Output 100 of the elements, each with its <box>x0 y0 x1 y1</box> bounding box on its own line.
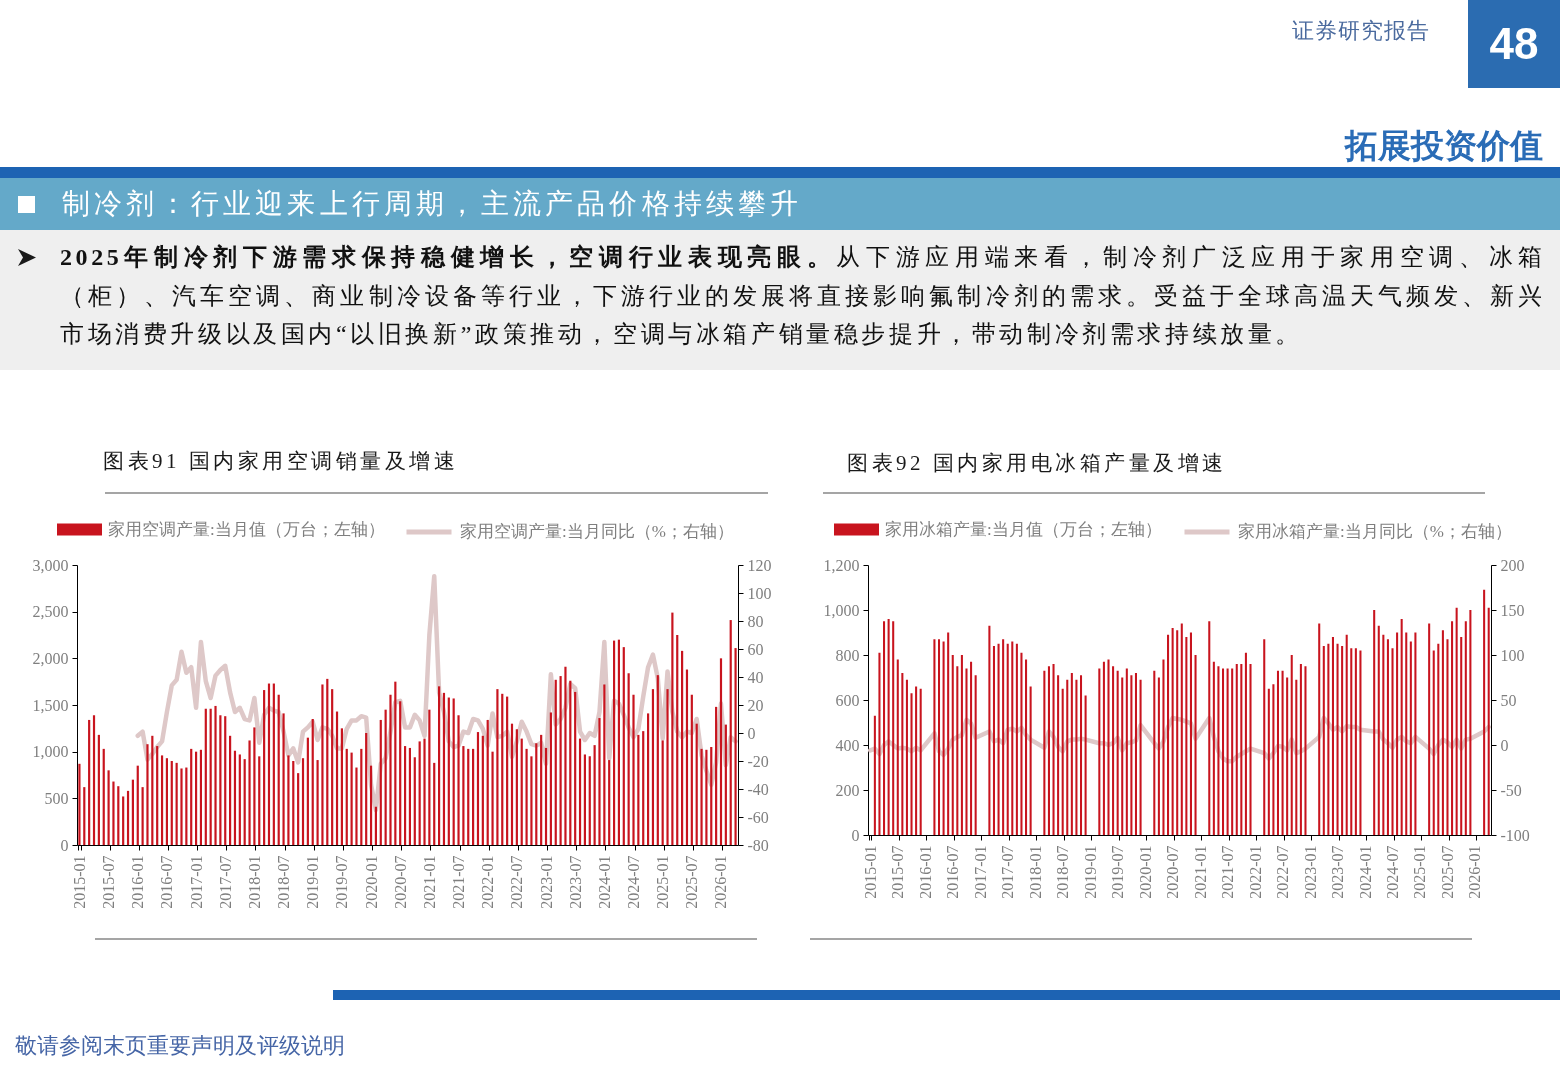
bar <box>734 648 737 845</box>
bar <box>170 761 173 845</box>
bar <box>369 765 373 845</box>
y2-tick-label: -20 <box>747 752 769 770</box>
legend-label: 家用冰箱产量:当月同比（%；右轴） <box>1238 522 1512 541</box>
bar <box>1276 670 1280 835</box>
x-tick-label: 2024-07 <box>1384 845 1402 899</box>
bar <box>598 718 601 845</box>
bar <box>447 697 450 845</box>
bar <box>1451 621 1454 835</box>
legend-label: 家用空调产量:当月值（万台；左轴） <box>108 519 385 539</box>
bar <box>316 760 319 845</box>
bar <box>1079 675 1083 835</box>
bar <box>642 731 645 845</box>
bar <box>1409 641 1412 835</box>
bar <box>1217 666 1220 835</box>
bar <box>1006 643 1009 835</box>
bar <box>549 712 552 845</box>
bar <box>1167 634 1170 835</box>
bar <box>428 709 431 845</box>
bar <box>883 621 886 835</box>
y2-tick-label: 60 <box>747 640 764 658</box>
x-tick-label: 2021-07 <box>1219 845 1237 899</box>
bar <box>418 741 421 845</box>
bar <box>413 757 416 845</box>
bar <box>896 659 899 835</box>
bar <box>263 690 266 845</box>
bar <box>1359 650 1362 835</box>
bar <box>933 639 936 835</box>
bar <box>593 745 596 845</box>
bar <box>146 744 149 845</box>
bar <box>724 724 727 845</box>
bar <box>175 762 178 845</box>
bar <box>905 679 908 835</box>
bar <box>1295 679 1298 835</box>
bar <box>1235 664 1238 835</box>
bar <box>297 773 300 845</box>
bar <box>141 787 144 845</box>
bar <box>1139 679 1142 835</box>
bar <box>1487 607 1490 835</box>
bar <box>1025 659 1028 835</box>
bar <box>102 748 105 845</box>
bar <box>1432 650 1435 835</box>
x-tick-label: 2015-07 <box>100 855 118 909</box>
bar <box>277 694 280 845</box>
bar <box>1084 695 1087 835</box>
x-tick-label: 2018-01 <box>1026 845 1044 899</box>
y2-tick-label: 0 <box>1500 736 1509 754</box>
bar <box>1350 648 1353 835</box>
bar <box>1208 621 1211 835</box>
x-tick-label: 2019-01 <box>1081 845 1099 899</box>
y2-tick-label: -40 <box>747 780 769 798</box>
chart-title: 图表91 国内家用空调销量及增速 <box>103 449 459 473</box>
bar <box>374 806 377 845</box>
bar <box>569 680 572 845</box>
bar <box>452 698 455 845</box>
bar <box>1460 637 1463 835</box>
bar <box>1318 623 1321 835</box>
bar <box>947 632 950 835</box>
bar <box>423 738 426 845</box>
x-tick-label: 2017-01 <box>971 845 989 899</box>
bar <box>399 701 402 845</box>
bar <box>1281 670 1284 835</box>
bar <box>1176 630 1179 835</box>
y2-tick-label: 80 <box>747 612 764 630</box>
bar <box>355 767 358 845</box>
bar <box>690 694 693 845</box>
x-tick-label: 2016-01 <box>129 855 147 909</box>
bar <box>321 684 324 845</box>
bar <box>331 689 334 845</box>
bar <box>311 719 314 845</box>
bar <box>878 652 881 835</box>
bar <box>379 719 382 845</box>
bar <box>496 689 499 845</box>
bar <box>501 693 504 845</box>
bar <box>951 655 954 835</box>
bar <box>97 734 100 845</box>
bar <box>243 759 246 845</box>
bar <box>627 673 630 845</box>
bar <box>729 620 732 845</box>
bar <box>661 740 664 845</box>
bar <box>1391 648 1394 835</box>
bar <box>1437 643 1440 835</box>
bar <box>1336 643 1339 835</box>
bar <box>1180 623 1183 835</box>
x-tick-label: 2025-07 <box>683 855 701 909</box>
x-tick-label: 2015-07 <box>889 845 907 899</box>
bar <box>306 737 309 845</box>
x-tick-label: 2026-01 <box>712 855 730 909</box>
x-tick-label: 2017-07 <box>216 855 234 909</box>
bar <box>700 748 703 845</box>
bar <box>535 743 538 845</box>
bar <box>292 761 295 845</box>
bar <box>92 715 96 845</box>
bar <box>1400 619 1403 835</box>
bar <box>1185 637 1188 835</box>
bar <box>238 754 241 845</box>
bar <box>1102 661 1105 835</box>
y2-tick-label: 100 <box>1500 646 1525 664</box>
bar <box>632 694 635 845</box>
